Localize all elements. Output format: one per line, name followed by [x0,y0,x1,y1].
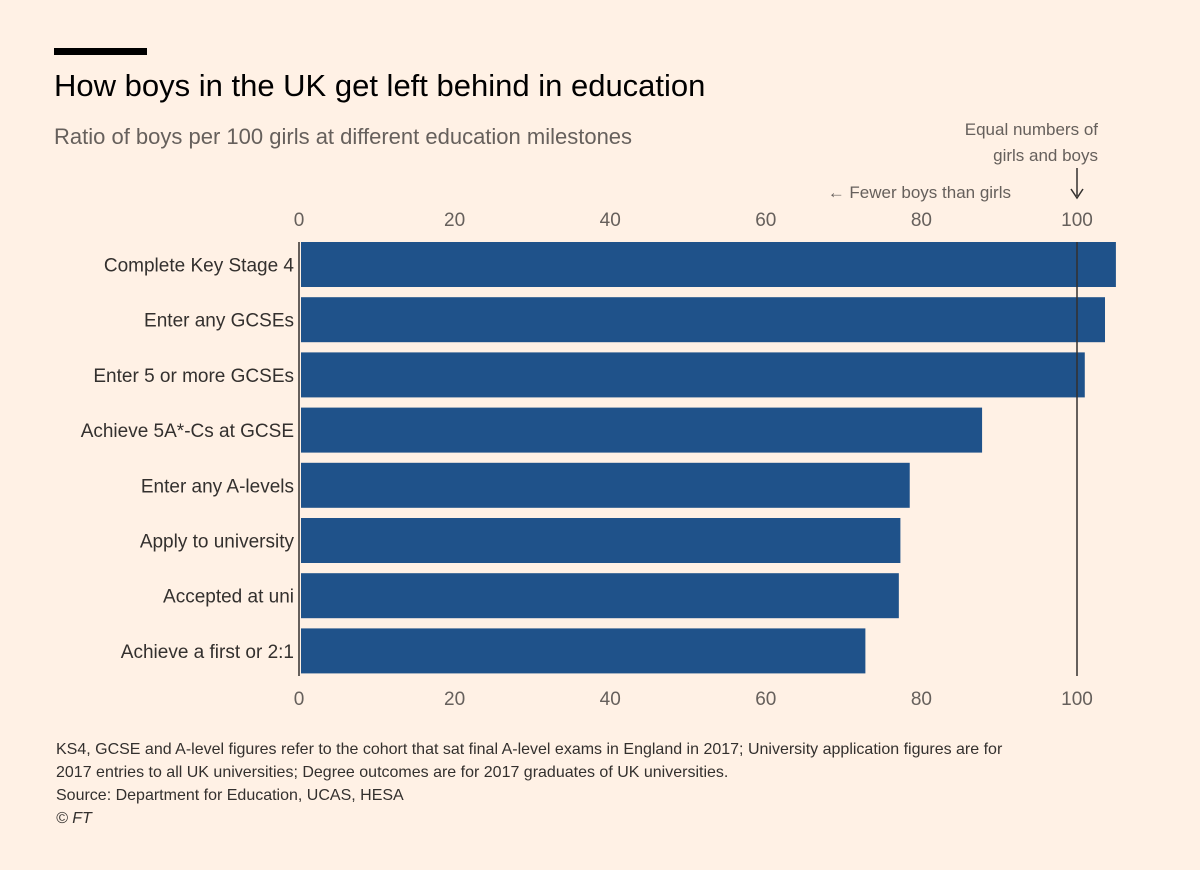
bar-0 [301,242,1116,287]
bottom-tick-label-100: 100 [1061,689,1093,710]
category-label-0: Complete Key Stage 4 [104,256,295,277]
ft-credit: © FT [56,810,92,827]
top-tick-label-0: 0 [294,210,305,231]
top-tick-label-40: 40 [600,210,621,231]
top-tick-label-100: 100 [1061,210,1093,231]
category-label-6: Accepted at uni [163,587,294,608]
category-label-2: Enter 5 or more GCSEs [93,366,294,387]
top-tick-label-80: 80 [911,210,932,231]
bars-group [301,242,1116,674]
bar-7 [301,628,866,674]
chart-title: How boys in the UK get left behind in ed… [54,68,706,103]
category-label-5: Apply to university [140,532,295,553]
equal-annotation-line2: girls and boys [993,146,1098,165]
bar-3 [301,407,983,453]
footnote-line1: KS4, GCSE and A-level figures refer to t… [56,741,1003,758]
category-label-4: Enter any A-levels [141,476,294,497]
bottom-axis: 0 20 40 60 80 100 [294,689,1093,710]
annotations: Equal numbers of girls and boys ← Fewer … [828,120,1099,202]
top-tick-label-20: 20 [444,210,465,231]
bottom-tick-label-20: 20 [444,689,465,710]
title-rule [54,48,147,55]
equal-annotation-line1: Equal numbers of [965,120,1099,139]
category-labels: Complete Key Stage 4 Enter any GCSEs Enter… [81,256,295,663]
bar-5 [301,518,901,563]
equal-arrow-head [1070,188,1084,200]
fewer-boys-annotation: ← Fewer boys than girls [828,183,1011,202]
top-axis: 0 20 40 60 80 100 [294,210,1093,231]
bottom-tick-label-60: 60 [755,689,776,710]
bar-6 [301,573,899,619]
chart-subtitle: Ratio of boys per 100 girls at different… [54,124,633,149]
bar-2 [301,352,1085,398]
bar-1 [301,297,1106,343]
category-label-7: Achieve a first or 2:1 [121,642,294,663]
bar-4 [301,462,910,508]
chart-footer: KS4, GCSE and A-level figures refer to t… [56,738,1156,830]
bottom-tick-label-80: 80 [911,689,932,710]
reference-group [298,242,1078,676]
category-label-1: Enter any GCSEs [144,311,294,332]
bottom-tick-label-40: 40 [600,689,621,710]
bottom-tick-label-0: 0 [294,689,305,710]
source-note: Source: Department for Education, UCAS, … [56,787,404,804]
category-label-3: Achieve 5A*-Cs at GCSE [81,421,294,442]
footnote-line2: 2017 entries to all UK universities; Deg… [56,764,729,781]
top-tick-label-60: 60 [755,210,776,231]
